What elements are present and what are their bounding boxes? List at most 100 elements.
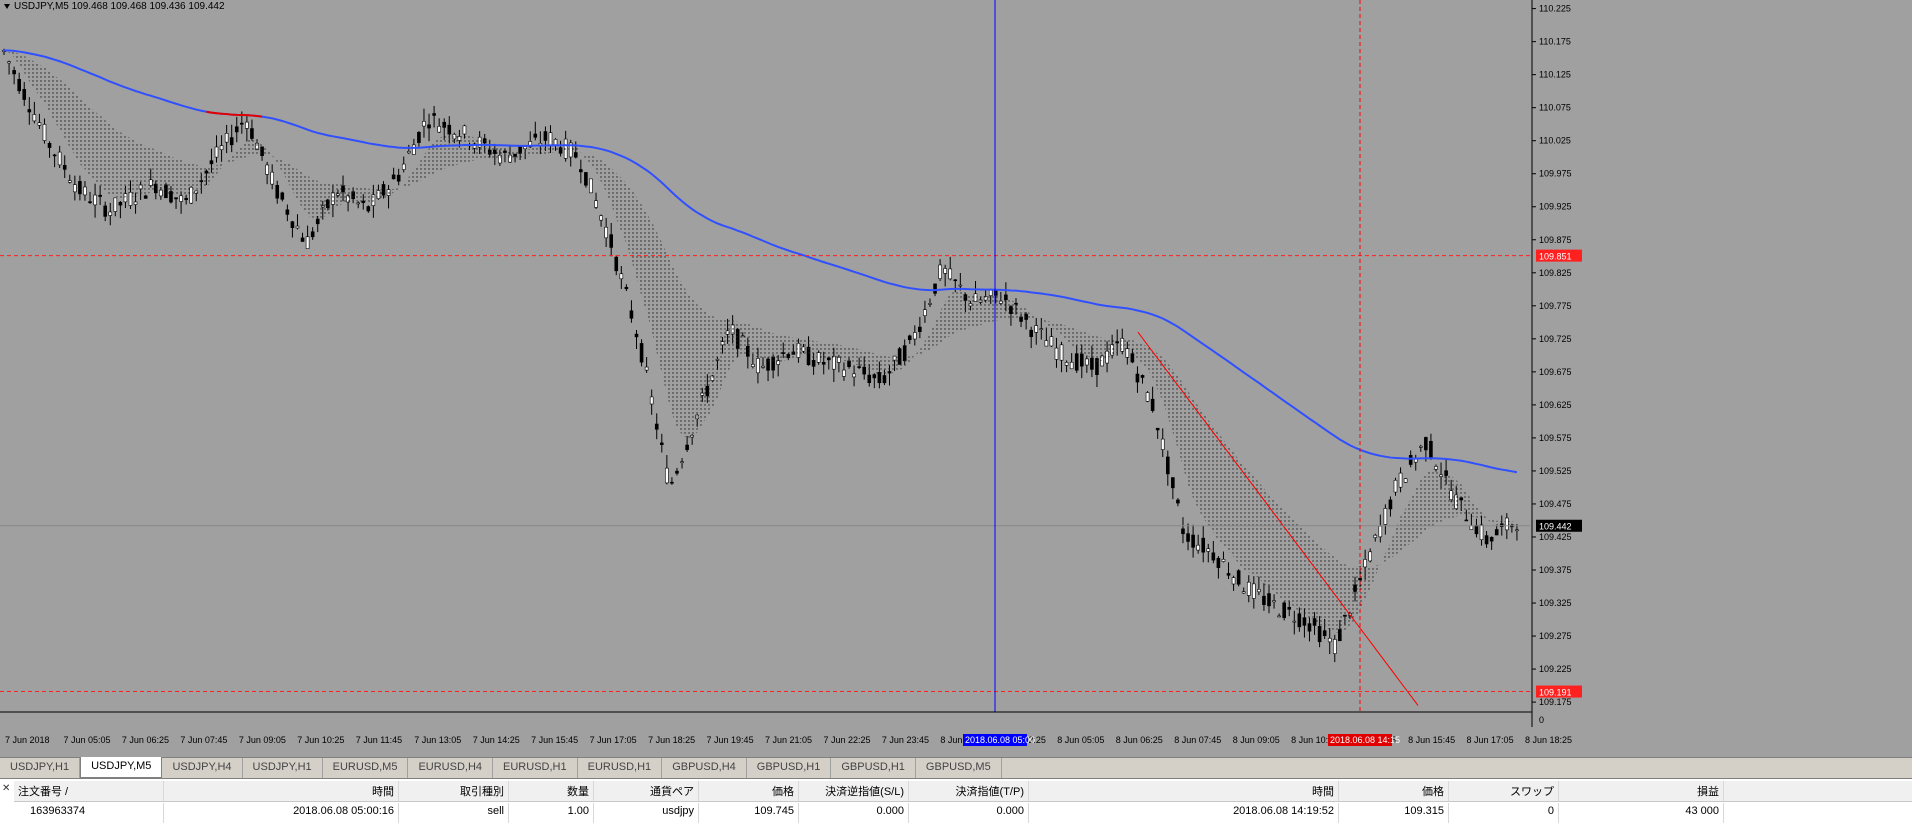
- candle-body: [761, 365, 765, 368]
- candle-body: [265, 164, 269, 175]
- price-tick-label: 109.975: [1539, 169, 1572, 179]
- candle-body: [250, 128, 254, 139]
- candle-body: [78, 181, 82, 195]
- candle-body: [1039, 328, 1044, 330]
- candle-body: [174, 197, 178, 200]
- candle-body: [1034, 325, 1039, 333]
- candle-body: [391, 174, 396, 180]
- dropdown-triangle-icon[interactable]: [4, 3, 10, 9]
- candle-body: [1272, 600, 1276, 603]
- candle-body: [295, 225, 300, 229]
- candle-body: [437, 126, 441, 133]
- order-number: 163963374: [14, 803, 164, 823]
- candle-body: [1171, 477, 1175, 489]
- col-open-time[interactable]: 時間: [164, 781, 399, 801]
- chart-title-text: USDJPY,M5 109.468 109.468 109.436 109.44…: [14, 1, 225, 12]
- candle-body: [1429, 440, 1433, 458]
- tab-usdjpy-h4[interactable]: USDJPY,H4: [162, 758, 243, 778]
- candle-body: [756, 358, 760, 374]
- candle-body: [417, 132, 421, 143]
- candle-body: [1201, 537, 1206, 553]
- candle-body: [867, 374, 872, 383]
- order-type: sell: [399, 803, 509, 823]
- candle-body: [609, 234, 614, 248]
- price-tick-label: 109.225: [1539, 664, 1572, 674]
- candle-body: [1191, 534, 1195, 548]
- candle-body: [179, 195, 183, 202]
- order-close-time: 2018.06.08 14:19:52: [1029, 803, 1339, 823]
- candle-body: [1029, 329, 1033, 338]
- order-open-price: 109.745: [699, 803, 799, 823]
- chart-canvas[interactable]: 109.851 109.191 109.442 110.225 110.175 110.1…: [0, 0, 1912, 757]
- time-tick-label: 8 Jun 18:25: [1525, 735, 1572, 745]
- candle-body: [857, 366, 861, 368]
- table-row[interactable]: 163963374 2018.06.08 05:00:16 sell 1.00 …: [14, 803, 1912, 823]
- candle-body: [1246, 581, 1251, 596]
- col-open-price[interactable]: 価格: [699, 781, 799, 801]
- col-volume[interactable]: 数量: [509, 781, 594, 801]
- candle-body: [1282, 602, 1286, 619]
- price-tick-label: 109.875: [1539, 235, 1572, 245]
- candle-body: [1135, 373, 1140, 383]
- candle-body: [32, 114, 37, 122]
- time-tick-label: 8 Jun 17:05: [1467, 735, 1514, 745]
- col-close-time[interactable]: 時間: [1029, 781, 1339, 801]
- candle-body: [624, 286, 629, 290]
- order-stop-loss: 0.000: [799, 803, 909, 823]
- candle-body: [118, 201, 123, 206]
- tab-gbpusd-m5[interactable]: GBPUSD,M5: [916, 758, 1002, 778]
- candle-body: [1332, 639, 1337, 654]
- tab-gbpusd-h1-2[interactable]: GBPUSD,H1: [831, 758, 916, 778]
- candle-body: [659, 442, 664, 445]
- time-tick-label: 7 Jun 10:25: [297, 735, 344, 745]
- candle-body: [1059, 344, 1064, 361]
- hline-lower-tag: [1536, 685, 1582, 698]
- col-swap[interactable]: スワップ: [1449, 781, 1559, 801]
- candle-body: [57, 151, 62, 166]
- candle-body: [67, 180, 72, 183]
- chart-symbol-title: USDJPY,M5 109.468 109.468 109.436 109.44…: [4, 1, 225, 12]
- tab-usdjpy-h1[interactable]: USDJPY,H1: [0, 758, 81, 778]
- hline-lower-label: 109.191: [1539, 688, 1572, 698]
- col-close-price[interactable]: 価格: [1339, 781, 1449, 801]
- col-symbol[interactable]: 通貨ペア: [594, 781, 699, 801]
- candle-body: [1049, 336, 1054, 347]
- tab-usdjpy-h1-2[interactable]: USDJPY,H1: [243, 758, 323, 778]
- candle-body: [1383, 508, 1388, 525]
- candle-body: [1257, 589, 1261, 593]
- price-tick-label: 109.575: [1539, 433, 1572, 443]
- tab-eurusd-h1[interactable]: EURUSD,H1: [493, 758, 578, 778]
- candle-body: [1125, 348, 1130, 358]
- col-profit[interactable]: 損益: [1559, 781, 1724, 801]
- candle-body: [811, 360, 816, 367]
- candle-body: [644, 366, 649, 371]
- col-stop-loss[interactable]: 決済逆指値(S/L): [799, 781, 909, 801]
- price-chart[interactable]: 109.851 109.191 109.442 110.225 110.175 110.1…: [0, 0, 1912, 757]
- candle-body: [629, 310, 634, 319]
- tab-eurusd-h4[interactable]: EURUSD,H4: [408, 758, 494, 778]
- candle-body: [1176, 499, 1180, 504]
- candle-body: [923, 309, 927, 316]
- candle-body: [1226, 573, 1231, 576]
- close-icon[interactable]: ✕: [2, 783, 11, 794]
- tab-eurusd-m5[interactable]: EURUSD,M5: [323, 758, 409, 778]
- candle-body: [543, 131, 548, 141]
- candle-body: [1307, 623, 1312, 632]
- tab-gbpusd-h1[interactable]: GBPUSD,H1: [747, 758, 832, 778]
- col-order-number[interactable]: 注文番号 /: [14, 781, 164, 801]
- tab-usdjpy-m5[interactable]: USDJPY,M5: [80, 757, 163, 778]
- candle-body: [1196, 544, 1200, 551]
- col-take-profit[interactable]: 決済指値(T/P): [909, 781, 1029, 801]
- candle-body: [290, 221, 295, 228]
- price-tick-label: 109.275: [1539, 631, 1572, 641]
- candle-body: [1181, 528, 1185, 535]
- axis-zero-label: 0: [1539, 715, 1544, 725]
- col-type[interactable]: 取引種別: [399, 781, 509, 801]
- candle-body: [1160, 438, 1165, 450]
- tab-eurusd-h1-2[interactable]: EURUSD,H1: [578, 758, 663, 778]
- time-tick-label: 7 Jun 19:45: [707, 735, 754, 745]
- candle-body: [1302, 617, 1307, 626]
- tab-gbpusd-h4[interactable]: GBPUSD,H4: [662, 758, 747, 778]
- candle-body: [1054, 347, 1059, 360]
- candle-body: [675, 470, 679, 474]
